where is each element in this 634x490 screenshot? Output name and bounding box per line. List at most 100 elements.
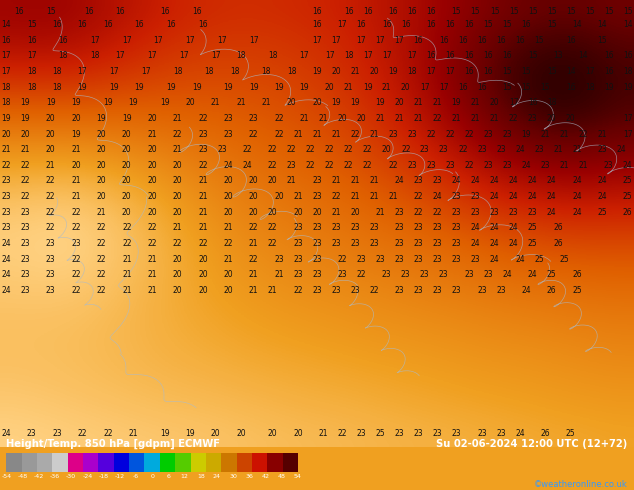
Text: 23: 23 — [432, 223, 443, 232]
Text: 17: 17 — [90, 36, 100, 45]
Text: 26: 26 — [623, 208, 633, 217]
Text: 23: 23 — [502, 161, 512, 170]
Text: 23: 23 — [394, 255, 404, 264]
Text: 23: 23 — [331, 223, 341, 232]
Text: 20: 20 — [46, 129, 56, 139]
Text: 18: 18 — [53, 67, 61, 76]
Text: 17: 17 — [337, 20, 347, 29]
Text: 21: 21 — [211, 98, 220, 107]
Bar — [98, 453, 113, 472]
Text: 15: 15 — [623, 7, 633, 16]
Text: 15: 15 — [534, 36, 544, 45]
Bar — [68, 453, 83, 472]
Text: 17: 17 — [27, 51, 37, 60]
Text: 22: 22 — [72, 255, 81, 264]
Text: 21: 21 — [268, 286, 277, 295]
Text: 19: 19 — [331, 98, 341, 107]
Text: 21: 21 — [198, 223, 207, 232]
Text: 24: 24 — [547, 208, 557, 217]
Bar — [22, 453, 37, 472]
Text: 22: 22 — [370, 286, 378, 295]
Text: 23: 23 — [1, 223, 11, 232]
Text: 17: 17 — [77, 67, 87, 76]
Text: 23: 23 — [20, 208, 30, 217]
Text: 14: 14 — [1, 20, 11, 29]
Text: 16: 16 — [445, 20, 455, 29]
Text: 23: 23 — [274, 255, 284, 264]
Text: 22: 22 — [198, 161, 207, 170]
Text: 23: 23 — [413, 429, 424, 438]
Text: 23: 23 — [464, 270, 474, 279]
Text: 24: 24 — [527, 270, 538, 279]
Text: -36: -36 — [50, 474, 60, 479]
Text: 19: 19 — [375, 98, 385, 107]
Text: 24: 24 — [470, 223, 481, 232]
Text: 23: 23 — [20, 223, 30, 232]
Bar — [221, 453, 236, 472]
Text: 20: 20 — [96, 145, 107, 154]
Text: 21: 21 — [198, 208, 207, 217]
Text: 23: 23 — [432, 239, 443, 248]
Text: 20: 20 — [382, 145, 392, 154]
Text: 16: 16 — [103, 20, 113, 29]
Text: 20: 20 — [96, 161, 107, 170]
Bar — [206, 453, 221, 472]
Text: 15: 15 — [585, 7, 595, 16]
Text: 19: 19 — [604, 83, 614, 92]
Bar — [113, 453, 129, 472]
Text: 19: 19 — [160, 429, 170, 438]
Text: 13: 13 — [553, 51, 563, 60]
Text: -54: -54 — [1, 474, 11, 479]
Text: 25: 25 — [623, 176, 633, 186]
Text: 21: 21 — [351, 176, 359, 186]
Text: 16: 16 — [527, 98, 538, 107]
Text: 23: 23 — [312, 223, 322, 232]
Text: 22: 22 — [198, 114, 207, 123]
Text: 16: 16 — [464, 67, 474, 76]
Text: 23: 23 — [312, 255, 322, 264]
Text: 18: 18 — [197, 474, 205, 479]
Text: 20: 20 — [287, 98, 297, 107]
Text: 22: 22 — [173, 129, 182, 139]
Text: 21: 21 — [598, 129, 607, 139]
Text: 17: 17 — [356, 36, 366, 45]
Text: 20: 20 — [172, 270, 183, 279]
Text: 17: 17 — [1, 67, 11, 76]
Text: 20: 20 — [147, 114, 157, 123]
Text: 17: 17 — [363, 51, 373, 60]
Text: 20: 20 — [293, 208, 303, 217]
Text: 20: 20 — [122, 192, 132, 201]
Text: 16: 16 — [464, 20, 474, 29]
Text: 19: 19 — [122, 114, 132, 123]
Text: 16: 16 — [401, 20, 411, 29]
Text: 21: 21 — [541, 129, 550, 139]
Text: 22: 22 — [306, 145, 315, 154]
Text: 23: 23 — [451, 208, 462, 217]
Text: 19: 19 — [312, 67, 322, 76]
Text: 24: 24 — [572, 176, 582, 186]
Text: 23: 23 — [451, 429, 462, 438]
Text: 20: 20 — [274, 192, 284, 201]
Bar — [160, 453, 175, 472]
Text: 15: 15 — [521, 67, 531, 76]
Text: 19: 19 — [185, 429, 195, 438]
Text: 20: 20 — [1, 129, 11, 139]
Text: 17: 17 — [217, 36, 227, 45]
Text: 22: 22 — [433, 114, 442, 123]
Text: 20: 20 — [147, 145, 157, 154]
Text: 15: 15 — [451, 7, 462, 16]
Text: 23: 23 — [413, 239, 424, 248]
Text: 23: 23 — [293, 255, 303, 264]
Text: 23: 23 — [477, 429, 487, 438]
Text: 20: 20 — [236, 429, 246, 438]
Text: 16: 16 — [566, 36, 576, 45]
Text: 21: 21 — [553, 145, 562, 154]
Text: 21: 21 — [148, 255, 157, 264]
Text: 20: 20 — [325, 83, 335, 92]
Text: 20: 20 — [122, 161, 132, 170]
Text: 16: 16 — [160, 7, 170, 16]
Text: 15: 15 — [597, 36, 607, 45]
Text: 19: 19 — [299, 83, 309, 92]
Text: 23: 23 — [52, 429, 62, 438]
Text: 22: 22 — [72, 223, 81, 232]
